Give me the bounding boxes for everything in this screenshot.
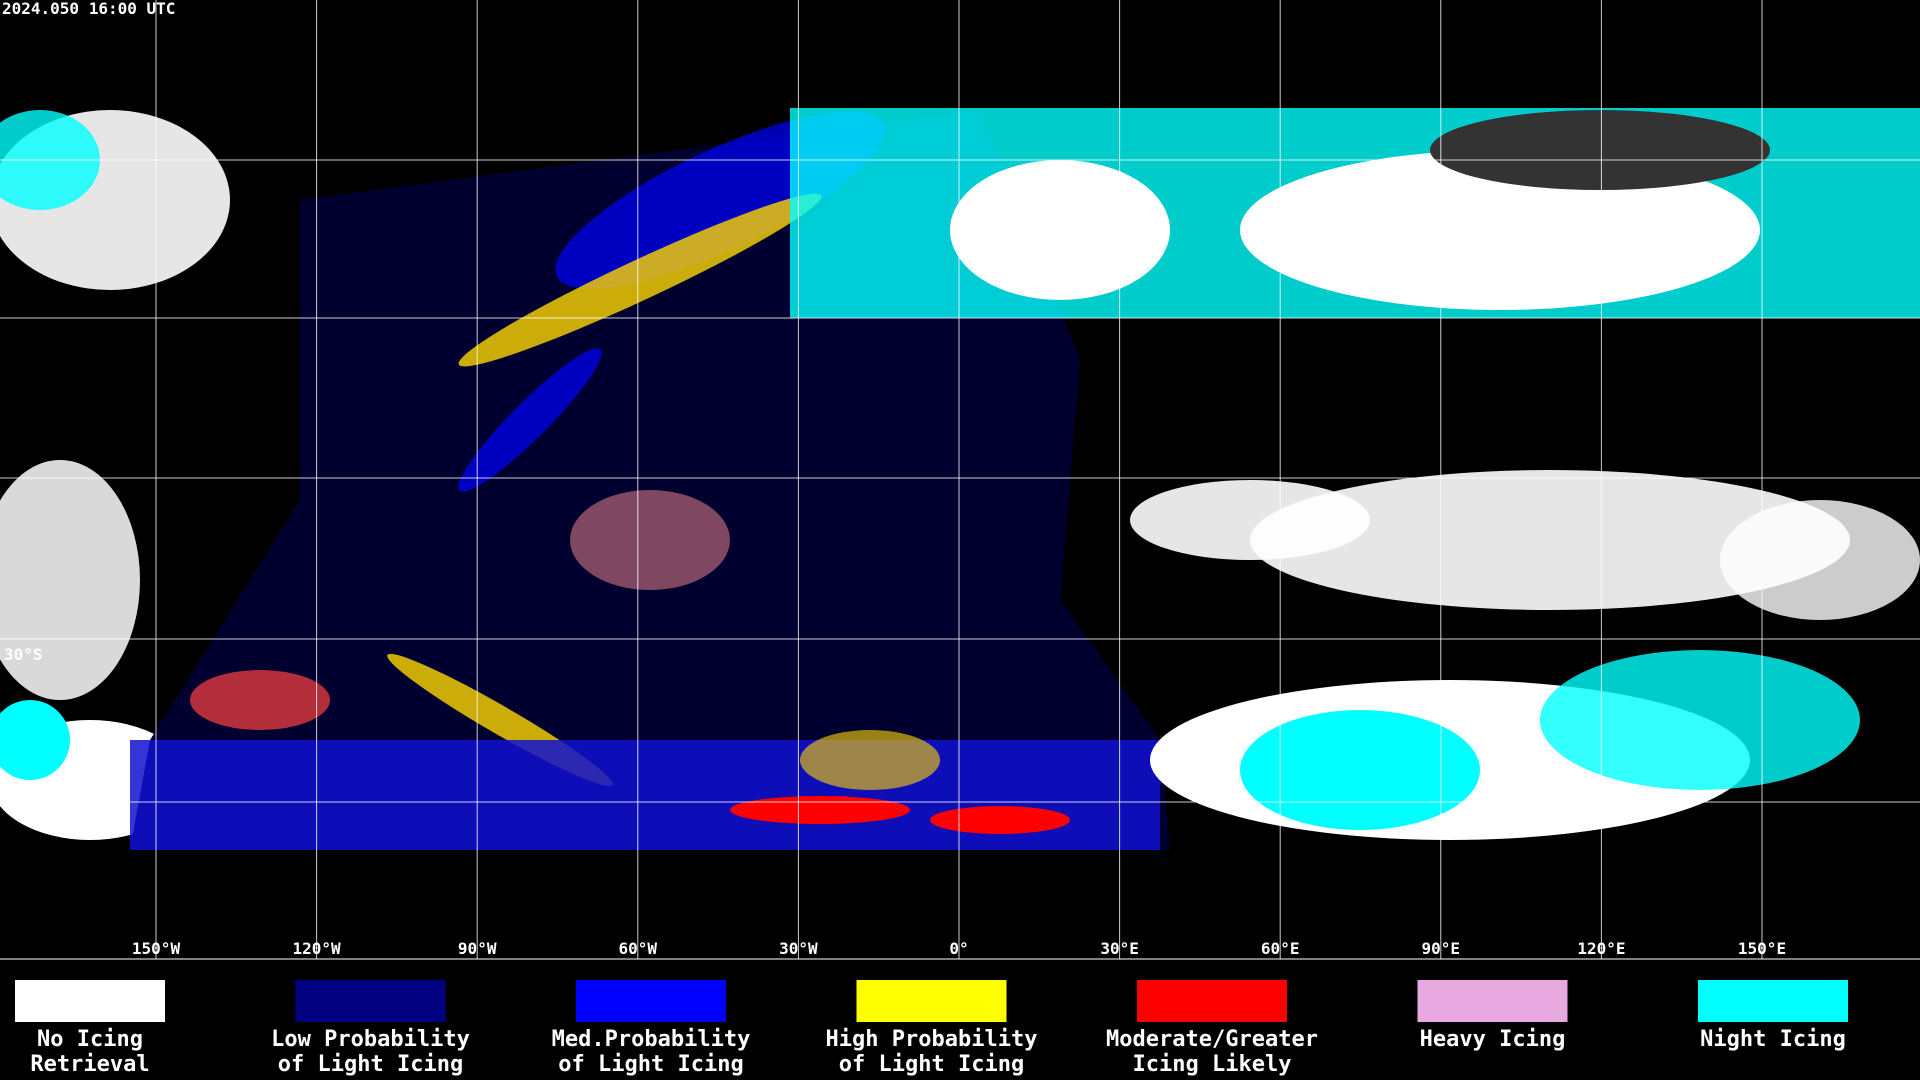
cloud: [800, 730, 940, 790]
legend-label: High Probability: [826, 1027, 1038, 1052]
longitude-label: 60°W: [619, 939, 658, 958]
longitude-label: 150°W: [132, 939, 181, 958]
cloud: [570, 490, 730, 590]
timestamp: 2024.050 16:00 UTC: [2, 0, 175, 18]
cloud: [1720, 500, 1920, 620]
legend-label: Med.Probability: [552, 1027, 751, 1052]
longitude-label: 90°E: [1422, 939, 1461, 958]
cloud: [1540, 650, 1860, 790]
legend-swatch: [856, 980, 1007, 1022]
cloud: [458, 348, 602, 492]
graticule: 150°W 120°W 90°W 60°W 30°W 0° 30°E 60°E 90°E 120°…: [0, 0, 1920, 960]
cloud: [0, 460, 140, 700]
cloud: [0, 700, 70, 780]
longitude-label: 30°E: [1100, 939, 1139, 958]
legend-swatch: [1417, 980, 1568, 1022]
cloud: [1130, 480, 1370, 560]
cloud: [190, 670, 330, 730]
legend-swatch: [1137, 980, 1287, 1022]
legend-label: Low Probability: [271, 1027, 470, 1052]
legend-label: Moderate/Greater: [1106, 1027, 1318, 1052]
legend-label: Heavy Icing: [1420, 1027, 1566, 1052]
longitude-label: 150°E: [1738, 939, 1786, 958]
cloud: [1240, 710, 1480, 830]
legend-swatch: [1698, 980, 1848, 1022]
longitude-label: 0°: [949, 939, 968, 958]
cloud: [1250, 470, 1850, 610]
legend-label: Retrieval: [30, 1052, 149, 1077]
cloud: [930, 806, 1070, 834]
longitude-label: 60°E: [1261, 939, 1300, 958]
legend-label: Icing Likely: [1133, 1052, 1292, 1077]
cloud: [730, 796, 910, 824]
longitude-label: 30°W: [779, 939, 818, 958]
legend-label: of Light Icing: [558, 1052, 743, 1077]
cloud: [1240, 150, 1760, 310]
longitude-label: 90°W: [458, 939, 497, 958]
legend-label: of Light Icing: [839, 1052, 1024, 1077]
legend-swatch: [15, 980, 165, 1022]
legend-label: of Light Icing: [278, 1052, 463, 1077]
longitude-label: 120°W: [293, 939, 342, 958]
cloud: [458, 193, 822, 367]
latitude-label: 30°S: [4, 645, 43, 664]
legend-label: Night Icing: [1700, 1027, 1846, 1052]
cloud: [950, 160, 1170, 300]
longitude-label: 120°E: [1577, 939, 1625, 958]
legend-swatch: [576, 980, 726, 1022]
legend-label: No Icing: [37, 1027, 143, 1052]
legend-swatch: [295, 980, 446, 1022]
cloud: [1430, 110, 1770, 190]
